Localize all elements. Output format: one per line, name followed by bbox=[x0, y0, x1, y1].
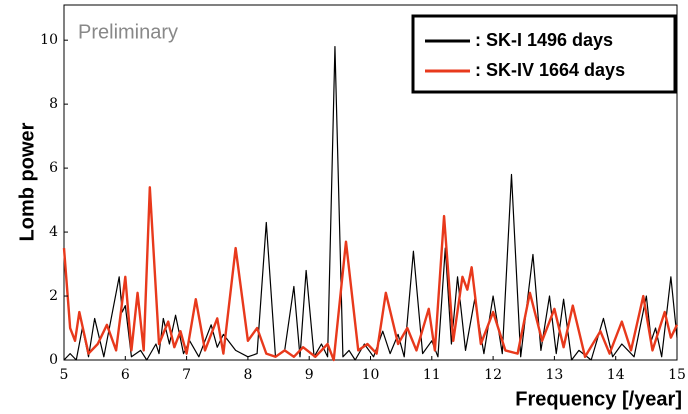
x-tick-label: 10 bbox=[362, 367, 380, 383]
y-tick-label: 10 bbox=[40, 32, 58, 48]
series-line bbox=[63, 45, 678, 361]
x-tick-label: 7 bbox=[182, 367, 191, 383]
x-tick-label: 11 bbox=[423, 367, 441, 383]
x-tick-label: 14 bbox=[607, 367, 625, 383]
y-tick-label: 0 bbox=[49, 352, 58, 368]
y-tick-label: 8 bbox=[49, 96, 58, 112]
annotation: Preliminary bbox=[78, 21, 178, 43]
x-tick-label: 9 bbox=[305, 367, 314, 383]
x-tick-label: 13 bbox=[545, 367, 563, 383]
y-tick-label: 2 bbox=[49, 288, 58, 304]
y-tick-label: 6 bbox=[49, 160, 58, 176]
legend-box bbox=[411, 14, 677, 94]
legend-label: : SK-I 1496 days bbox=[475, 30, 613, 50]
y-axis-label: Lomb power bbox=[16, 122, 38, 241]
x-tick-label: 15 bbox=[668, 367, 686, 383]
x-tick-label: 8 bbox=[243, 367, 252, 383]
y-tick-label: 4 bbox=[49, 224, 58, 240]
legend-label: : SK-IV 1664 days bbox=[475, 60, 625, 80]
x-tick-label: 5 bbox=[60, 367, 69, 383]
plot-area bbox=[62, 45, 679, 362]
x-axis-label: Frequency [/year] bbox=[515, 388, 682, 410]
x-tick-label: 6 bbox=[121, 367, 130, 383]
x-tick-label: 12 bbox=[484, 367, 502, 383]
series-line bbox=[62, 186, 679, 362]
legend: : SK-I 1496 days : SK-IV 1664 days bbox=[411, 14, 677, 94]
